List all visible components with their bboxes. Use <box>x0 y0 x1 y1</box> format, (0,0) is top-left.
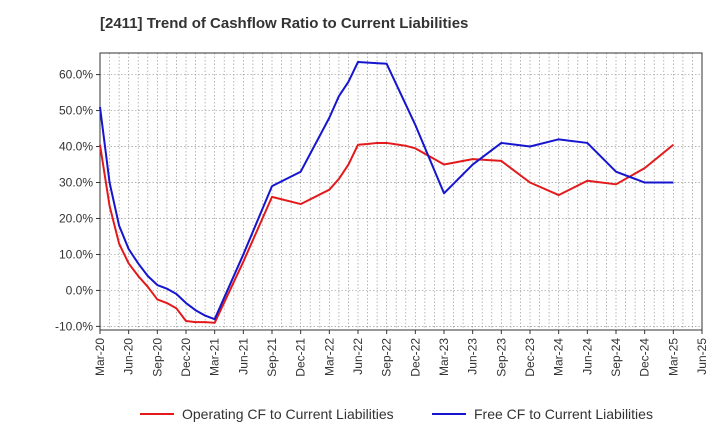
x-tick-label: Sep-23 <box>494 338 508 377</box>
y-tick-label: 40.0% <box>59 140 93 154</box>
x-tick-label: Mar-24 <box>552 338 566 376</box>
series-line-operating-cf <box>99 141 674 324</box>
x-tick-label: Sep-22 <box>380 338 394 377</box>
x-tick-label: Jun-22 <box>351 338 365 375</box>
x-tick-label: Mar-25 <box>666 338 680 376</box>
y-tick-label: 20.0% <box>59 211 93 225</box>
x-tick-label: Jun-20 <box>122 338 136 375</box>
y-tick-label: 50.0% <box>59 104 93 118</box>
x-tick-label: Jun-25 <box>695 338 709 375</box>
x-tick-label: Jun-21 <box>236 338 250 375</box>
y-tick-label: 0.0% <box>66 283 94 297</box>
chart-title: [2411] Trend of Cashflow Ratio to Curren… <box>100 15 469 32</box>
x-tick-label: Mar-21 <box>208 338 222 376</box>
x-tick-label: Mar-23 <box>437 338 451 376</box>
x-tick-label: Dec-21 <box>294 338 308 377</box>
x-tick-label: Dec-20 <box>179 338 193 377</box>
x-tick-label: Dec-24 <box>638 338 652 377</box>
x-tick-label: Sep-20 <box>150 338 164 377</box>
y-tick-label: 60.0% <box>59 68 93 82</box>
legend-label: Free CF to Current Liabilities <box>474 406 653 422</box>
legend-label: Operating CF to Current Liabilities <box>182 406 394 422</box>
plot-area <box>100 53 702 330</box>
y-tick-label: -10.0% <box>55 319 93 333</box>
y-tick-label: 30.0% <box>59 176 93 190</box>
plot-frame <box>99 52 703 331</box>
x-tick-label: Sep-24 <box>609 338 623 377</box>
x-tick-label: Jun-23 <box>466 338 480 375</box>
x-tick-label: Sep-21 <box>265 338 279 377</box>
y-tick-label: 10.0% <box>59 247 93 261</box>
series-line-free-cf <box>99 60 674 321</box>
x-tick-label: Dec-23 <box>523 338 537 377</box>
x-tick-label: Dec-22 <box>408 338 422 377</box>
x-tick-label: Mar-22 <box>322 338 336 376</box>
x-tick-label: Jun-24 <box>580 338 594 375</box>
x-tick-label: Mar-20 <box>93 338 107 376</box>
